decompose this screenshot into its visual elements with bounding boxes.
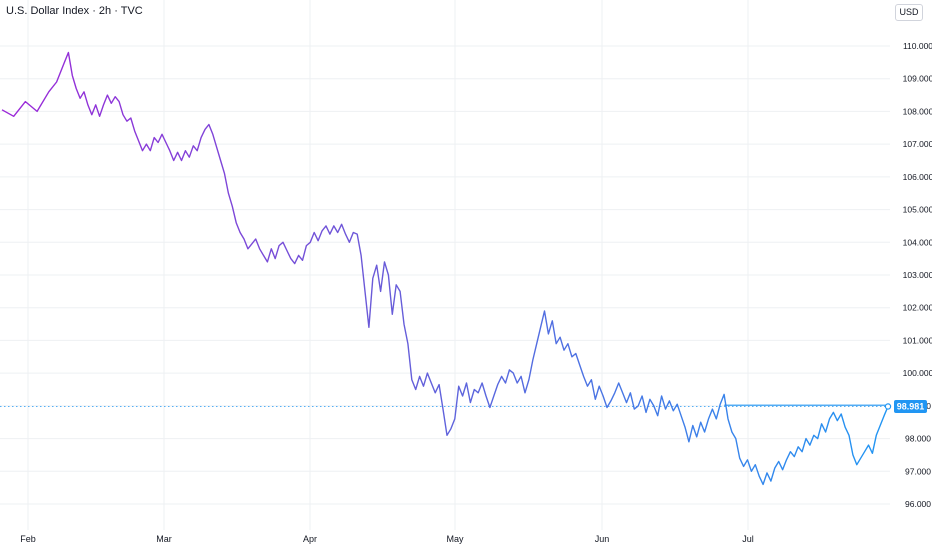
y-tick-label: 104.000 (903, 237, 932, 247)
y-tick-label: 109.000 (903, 74, 932, 84)
y-tick-label: 100.000 (903, 368, 932, 378)
x-tick-label: Apr (303, 534, 317, 544)
y-axis-ticks: 96.00097.00098.00099.000100.000101.00010… (903, 41, 932, 509)
chart-title: U.S. Dollar Index · 2h · TVC (6, 5, 143, 17)
last-price-label: 98.981 (897, 401, 925, 411)
currency-button[interactable]: USD (895, 4, 923, 21)
y-tick-label: 96.000 (905, 499, 931, 509)
x-tick-label: Mar (156, 534, 172, 544)
vertical-gridlines (27, 0, 749, 530)
y-tick-label: 102.000 (903, 303, 932, 313)
x-tick-label: Feb (20, 534, 36, 544)
x-axis-ticks: Feb Mar Apr May Jun Jul (20, 534, 754, 544)
y-tick-label: 98.000 (905, 434, 931, 444)
y-tick-label: 105.000 (903, 205, 932, 215)
x-tick-label: Jun (595, 534, 610, 544)
dollar-index-series (1, 51, 889, 486)
y-tick-label: 97.000 (905, 466, 931, 476)
y-tick-label: 110.000 (903, 41, 932, 51)
y-tick-label: 103.000 (903, 270, 932, 280)
y-tick-label: 108.000 (903, 106, 932, 116)
x-tick-label: Jul (742, 534, 754, 544)
last-price-label-box (894, 399, 927, 413)
horizontal-gridlines (0, 45, 890, 505)
last-point-marker (884, 403, 892, 410)
y-tick-label: 101.000 (903, 335, 932, 345)
y-tick-label: 107.000 (903, 139, 932, 149)
y-tick-label: 106.000 (903, 172, 932, 182)
x-tick-label: May (446, 534, 464, 544)
